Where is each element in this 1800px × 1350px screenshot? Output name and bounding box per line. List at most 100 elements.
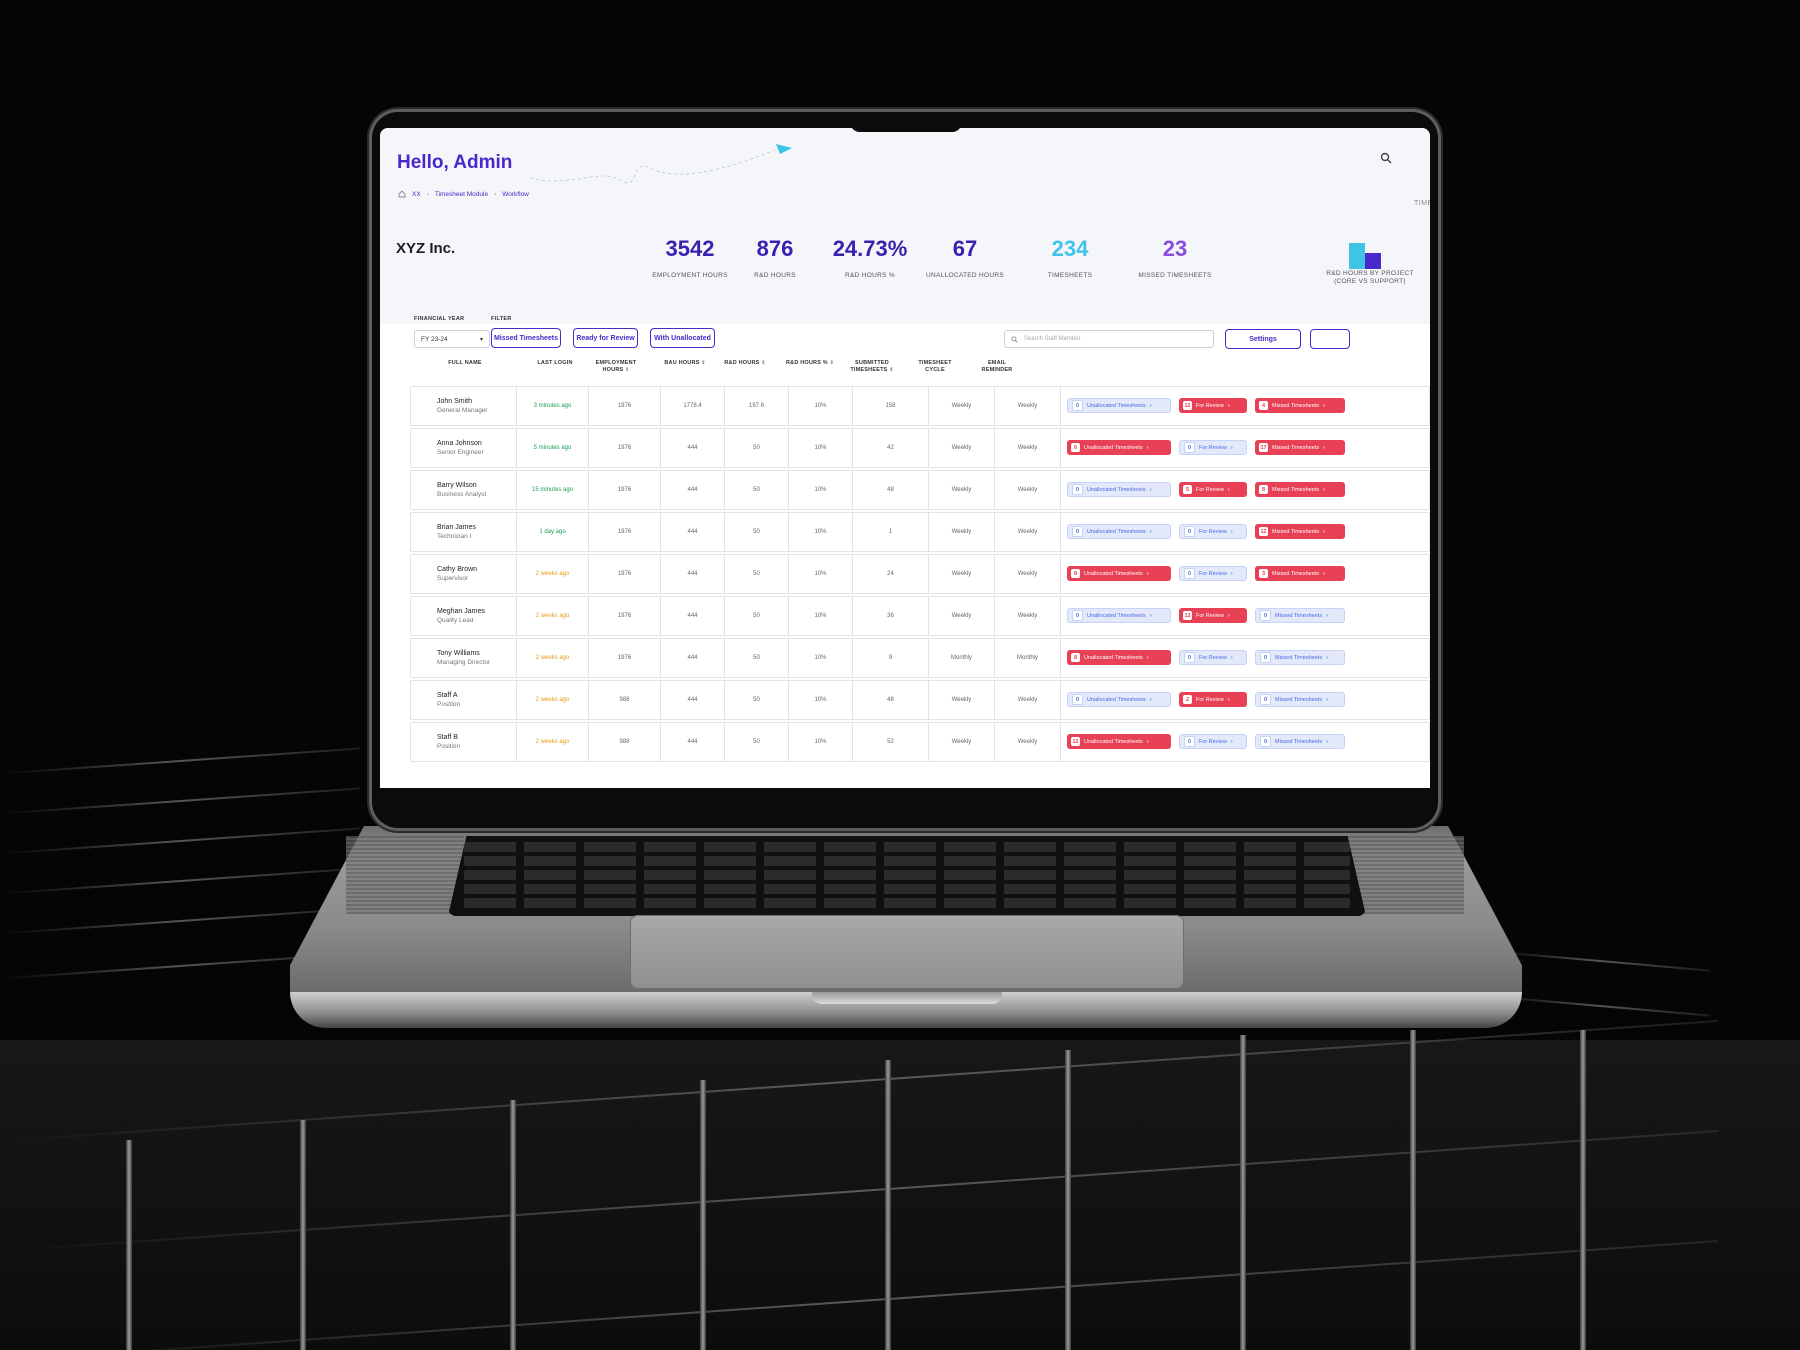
cell-email-reminder: Weekly xyxy=(995,471,1061,509)
for-review-button[interactable]: 0 For Review › xyxy=(1179,566,1247,581)
filter-missed-timesheets[interactable]: Missed Timesheets xyxy=(491,328,561,348)
staff-position: Supervisor xyxy=(437,575,469,582)
unallocated-timesheets-button[interactable]: 0 Unallocated Timesheets › xyxy=(1067,398,1171,413)
missed-timesheets-button[interactable]: 0 Missed Timesheets › xyxy=(1255,650,1345,665)
cell-bau-hours: 444 xyxy=(661,681,725,719)
unallocated-timesheets-button[interactable]: 6 Unallocated Timesheets › xyxy=(1067,440,1171,455)
count-badge: 8 xyxy=(1259,485,1268,494)
financial-year-select[interactable]: FY 23-24 ▾ xyxy=(414,330,490,348)
cell-email-reminder: Weekly xyxy=(995,429,1061,467)
key-row xyxy=(464,884,1350,894)
filter-with-unallocated[interactable]: With Unallocated xyxy=(650,328,715,348)
missed-timesheets-button[interactable]: 3 Missed Timesheets › xyxy=(1255,566,1345,581)
table-row[interactable]: Brian James Technician I 1 day ago 1976 … xyxy=(410,512,1430,552)
unallocated-timesheets-button[interactable]: 8 Unallocated Timesheets › xyxy=(1067,650,1171,665)
cell-full-name: John Smith General Manager xyxy=(411,387,517,425)
cell-timesheet-cycle: Weekly xyxy=(929,597,995,635)
unallocated-timesheets-button[interactable]: 8 Unallocated Timesheets › xyxy=(1067,566,1171,581)
for-review-button[interactable]: 0 For Review › xyxy=(1179,440,1247,455)
staff-name[interactable]: Tony Williams xyxy=(437,650,480,657)
cell-email-reminder: Weekly xyxy=(995,723,1061,761)
stat-value: 23 xyxy=(1162,236,1188,261)
missed-timesheets-button[interactable]: 12 Missed Timesheets › xyxy=(1255,524,1345,539)
col-label: TIMESHEETS xyxy=(850,367,888,373)
sort-icon: ⇕ xyxy=(889,367,894,373)
col-bau-hours[interactable]: BAU HOURS ⇕ xyxy=(650,360,720,367)
breadcrumb-item[interactable]: Workflow xyxy=(502,190,529,198)
col-submitted-timesheets[interactable]: SUBMITTED TIMESHEETS ⇕ xyxy=(842,360,902,374)
paper-plane-icon xyxy=(530,144,792,184)
missed-timesheets-button[interactable]: 4 Missed Timesheets › xyxy=(1255,398,1345,413)
unallocated-timesheets-button[interactable]: 0 Unallocated Timesheets › xyxy=(1067,692,1171,707)
table-row[interactable]: Tony Williams Managing Director 2 weeks … xyxy=(410,638,1430,678)
staff-name[interactable]: Staff B xyxy=(437,734,458,741)
stat-value: 234 xyxy=(1051,236,1089,261)
extra-button[interactable] xyxy=(1310,329,1350,349)
for-review-button[interactable]: 0 For Review › xyxy=(1179,734,1247,749)
cell-rd-hours-pct: 10% xyxy=(789,681,853,719)
unallocated-timesheets-button[interactable]: 0 Unallocated Timesheets › xyxy=(1067,608,1171,623)
pill-label: Missed Timesheets xyxy=(1272,444,1320,451)
settings-button[interactable]: Settings xyxy=(1225,329,1301,349)
table-row[interactable]: Meghan James Quality Lead 2 weeks ago 19… xyxy=(410,596,1430,636)
staff-name[interactable]: Meghan James xyxy=(437,608,485,615)
staff-name[interactable]: Anna Johnson xyxy=(437,440,482,447)
table-row[interactable]: Staff B Position 2 weeks ago 988 444 50 … xyxy=(410,722,1430,762)
cell-last-login: 2 weeks ago xyxy=(517,723,589,761)
search-icon[interactable] xyxy=(1380,152,1392,164)
staff-name[interactable]: Brian James xyxy=(437,524,476,531)
filter-ready-for-review[interactable]: Ready for Review xyxy=(573,328,638,348)
stat-label: EMPLOYMENT HOURS xyxy=(652,272,728,279)
unallocated-timesheets-button[interactable]: 12 Unallocated Timesheets › xyxy=(1067,734,1171,749)
count-badge: 0 xyxy=(1260,736,1271,747)
missed-timesheets-button[interactable]: 0 Missed Timesheets › xyxy=(1255,608,1345,623)
last-login-value: 2 weeks ago xyxy=(535,613,570,619)
for-review-button[interactable]: 2 For Review › xyxy=(1179,692,1247,707)
speaker-grille-right xyxy=(1346,836,1464,914)
cell-full-name: Staff B Position xyxy=(411,723,517,761)
pill-label: Unallocated Timesheets xyxy=(1084,570,1143,577)
staff-name[interactable]: Barry Wilson xyxy=(437,482,477,489)
staff-name[interactable]: John Smith xyxy=(437,398,473,405)
cell-rd-hours: 197.6 xyxy=(725,387,789,425)
count-badge: 2 xyxy=(1183,695,1192,704)
col-rd-hours[interactable]: R&D HOURS ⇕ xyxy=(715,360,775,367)
pill-label: Unallocated Timesheets xyxy=(1087,486,1146,493)
staff-name[interactable]: Staff A xyxy=(437,692,458,699)
col-rd-hours-pct[interactable]: R&D HOURS % ⇕ xyxy=(775,360,845,367)
missed-timesheets-button[interactable]: 0 Missed Timesheets › xyxy=(1255,692,1345,707)
cell-rd-hours-pct: 10% xyxy=(789,597,853,635)
staff-search-input[interactable]: Search Staff Member xyxy=(1004,330,1214,348)
missed-timesheets-button[interactable]: 17 Missed Timesheets › xyxy=(1255,440,1345,455)
count-badge: 17 xyxy=(1259,443,1268,452)
for-review-button[interactable]: 12 For Review › xyxy=(1179,398,1247,413)
unallocated-timesheets-button[interactable]: 0 Unallocated Timesheets › xyxy=(1067,524,1171,539)
for-review-button[interactable]: 0 For Review › xyxy=(1179,650,1247,665)
cell-bau-hours: 444 xyxy=(661,513,725,551)
cell-employment-hours: 988 xyxy=(589,681,661,719)
table-row[interactable]: Barry Wilson Business Analyst 15 minutes… xyxy=(410,470,1430,510)
pill-label: Unallocated Timesheets xyxy=(1084,444,1143,451)
breadcrumb-item[interactable]: XX xyxy=(412,190,421,198)
col-employment-hours[interactable]: EMPLOYMENT HOURS ⇕ xyxy=(586,360,646,374)
home-icon[interactable] xyxy=(398,190,406,198)
breadcrumb-item[interactable]: Timesheet Module xyxy=(434,190,489,198)
chevron-right-icon: › xyxy=(1230,654,1233,661)
cell-bau-hours: 444 xyxy=(661,597,725,635)
chevron-right-icon: › xyxy=(1227,612,1230,619)
cell-timesheet-cycle: Weekly xyxy=(929,723,995,761)
for-review-button[interactable]: 0 For Review › xyxy=(1179,524,1247,539)
pill-label: Missed Timesheets xyxy=(1272,402,1320,409)
missed-timesheets-button[interactable]: 0 Missed Timesheets › xyxy=(1255,734,1345,749)
table-row[interactable]: Staff A Position 2 weeks ago 988 444 50 … xyxy=(410,680,1430,720)
staff-name[interactable]: Cathy Brown xyxy=(437,566,478,573)
missed-timesheets-button[interactable]: 8 Missed Timesheets › xyxy=(1255,482,1345,497)
unallocated-timesheets-button[interactable]: 0 Unallocated Timesheets › xyxy=(1067,482,1171,497)
cell-rd-hours-pct: 10% xyxy=(789,387,853,425)
for-review-button[interactable]: 5 For Review › xyxy=(1179,482,1247,497)
cell-email-reminder: Weekly xyxy=(995,387,1061,425)
table-row[interactable]: Cathy Brown Supervisor 2 weeks ago 1976 … xyxy=(410,554,1430,594)
table-row[interactable]: John Smith General Manager 3 minutes ago… xyxy=(410,386,1430,426)
table-row[interactable]: Anna Johnson Senior Engineer 5 minutes a… xyxy=(410,428,1430,468)
for-review-button[interactable]: 12 For Review › xyxy=(1179,608,1247,623)
